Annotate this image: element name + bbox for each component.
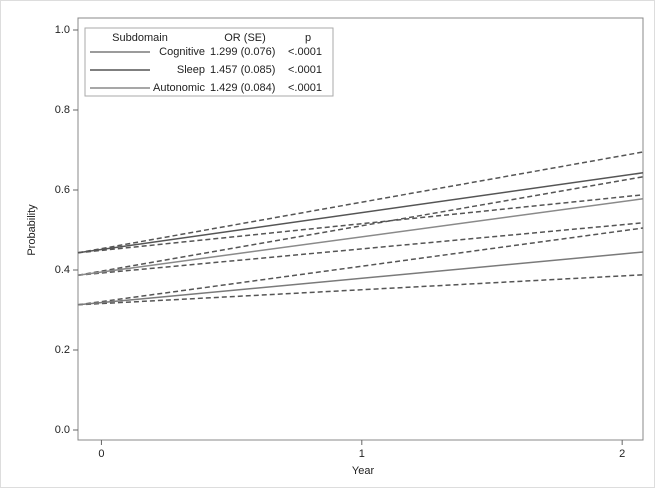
legend-p: <.0001 [288, 82, 322, 94]
x-tick-label: 1 [359, 448, 365, 460]
y-tick-label: 0.6 [55, 184, 70, 196]
legend-box [84, 27, 334, 97]
legend-p: <.0001 [288, 46, 322, 58]
y-tick-label: 0.0 [55, 424, 70, 436]
legend-label: Autonomic [153, 82, 205, 94]
y-tick-label: 1.0 [55, 24, 70, 36]
legend-header: p [305, 32, 311, 44]
legend-or: 1.429 (0.084) [210, 82, 275, 94]
x-axis-label: Year [352, 465, 375, 477]
legend-or: 1.457 (0.085) [210, 64, 275, 76]
legend-header: OR (SE) [224, 32, 266, 44]
x-tick-label: 0 [98, 448, 104, 460]
legend-or: 1.299 (0.076) [210, 46, 275, 58]
legend-header: Subdomain [112, 32, 168, 44]
ci-lower [77, 274, 644, 306]
y-tick-label: 0.8 [55, 104, 70, 116]
ci-lower [77, 222, 644, 276]
line [77, 198, 644, 276]
y-tick-label: 0.4 [55, 264, 70, 276]
x-tick-label: 2 [619, 448, 625, 460]
y-tick-label: 0.2 [55, 344, 70, 356]
line [77, 172, 644, 254]
legend-label: Cognitive [159, 46, 205, 58]
legend-p: <.0001 [288, 64, 322, 76]
ci-lower [77, 194, 644, 254]
ci-upper [77, 227, 644, 306]
y-axis-label: Probability [26, 204, 38, 256]
legend-label: Sleep [177, 64, 205, 76]
plot-area [77, 17, 644, 441]
line [77, 251, 644, 306]
